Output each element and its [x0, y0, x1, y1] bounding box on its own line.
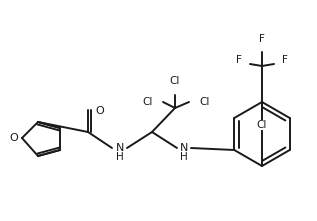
Text: F: F — [259, 34, 265, 44]
Text: N: N — [116, 143, 124, 153]
Text: H: H — [180, 152, 188, 162]
Text: N: N — [180, 143, 188, 153]
Text: O: O — [95, 106, 104, 116]
Text: F: F — [282, 55, 288, 65]
Text: H: H — [116, 152, 124, 162]
Text: Cl: Cl — [143, 97, 153, 107]
Text: O: O — [9, 133, 18, 143]
Text: F: F — [236, 55, 242, 65]
Text: Cl: Cl — [257, 120, 267, 130]
Text: Cl: Cl — [170, 76, 180, 86]
Text: Cl: Cl — [199, 97, 209, 107]
